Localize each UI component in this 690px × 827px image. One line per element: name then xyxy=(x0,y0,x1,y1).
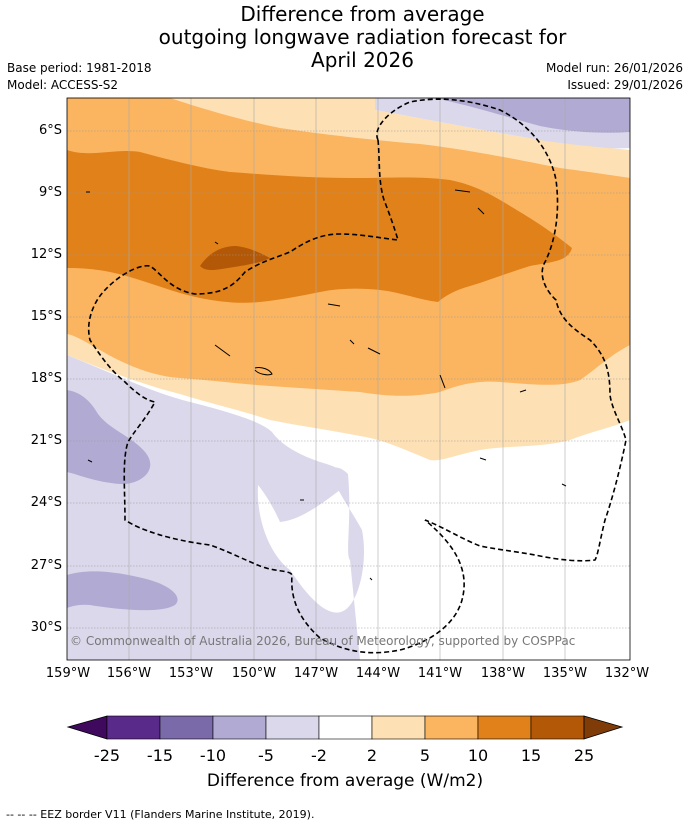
lon-label-141w: 141°W xyxy=(417,666,463,681)
meridians xyxy=(128,98,566,660)
colorbar-tick: -5 xyxy=(258,746,274,765)
lat-label-18s: 18°S xyxy=(30,371,62,386)
lat-label-30s: 30°S xyxy=(30,620,62,635)
model-run: Model run: 26/01/2026 xyxy=(545,61,683,75)
lat-label-15s: 15°S xyxy=(30,309,62,324)
lon-label-132w: 132°W xyxy=(604,666,650,681)
copyright-notice: © Commonwealth of Australia 2026, Bureau… xyxy=(70,634,576,648)
colorbar-tick: -10 xyxy=(199,746,227,765)
base-period: Base period: 1981-2018 xyxy=(7,61,152,75)
region-neg10-sw xyxy=(67,571,178,611)
colorbar-tick: 15 xyxy=(520,746,542,765)
anomaly-field xyxy=(67,98,630,660)
region-pos10 xyxy=(67,150,572,303)
lon-label-150w: 150°W xyxy=(231,666,277,681)
model-name: Model: ACCESS-S2 xyxy=(7,78,119,92)
graticule xyxy=(67,130,630,629)
lon-label-147w: 147°W xyxy=(293,666,339,681)
lat-label-6s: 6°S xyxy=(38,123,62,138)
colorbar-tick: 2 xyxy=(366,746,378,765)
islands xyxy=(86,189,567,581)
issued-date: Issued: 29/01/2026 xyxy=(567,78,683,92)
lon-label-144w: 144°W xyxy=(355,666,401,681)
region-pos15 xyxy=(200,246,270,270)
lon-label-138w: 138°W xyxy=(480,666,526,681)
title-line-3: April 2026 xyxy=(311,48,414,72)
map-frame xyxy=(66,97,631,661)
colorbar-tick: 25 xyxy=(573,746,595,765)
lon-label-135w: 135°W xyxy=(542,666,588,681)
colorbar-tick: -15 xyxy=(146,746,174,765)
colorbar-tick: 10 xyxy=(467,746,489,765)
lat-label-21s: 21°S xyxy=(30,433,62,448)
region-neg10-ne xyxy=(435,98,630,133)
title-line-2: outgoing longwave radiation forecast for xyxy=(158,25,567,49)
title-line-1: Difference from average xyxy=(240,2,485,26)
region-neg10-west xyxy=(67,390,151,485)
colorbar-high-extend xyxy=(583,715,624,740)
colorbar xyxy=(66,715,624,740)
eez-borders xyxy=(87,98,627,654)
lat-label-12s: 12°S xyxy=(30,247,62,262)
lon-label-156w: 156°W xyxy=(106,666,152,681)
lat-label-24s: 24°S xyxy=(30,495,62,510)
colorbar-tick: 5 xyxy=(419,746,431,765)
lat-label-27s: 27°S xyxy=(30,558,62,573)
colorbar-tick: -2 xyxy=(311,746,327,765)
lon-label-153w: 153°W xyxy=(168,666,214,681)
eez-footnote: -- -- -- EEZ border V11 (Flanders Marine… xyxy=(6,808,315,821)
colorbar-low-extend xyxy=(66,715,108,740)
lon-label-159w: 159°W xyxy=(45,666,91,681)
lat-label-9s: 9°S xyxy=(38,185,62,200)
colorbar-label: Difference from average (W/m2) xyxy=(206,771,484,791)
colorbar-tick: -25 xyxy=(93,746,121,765)
